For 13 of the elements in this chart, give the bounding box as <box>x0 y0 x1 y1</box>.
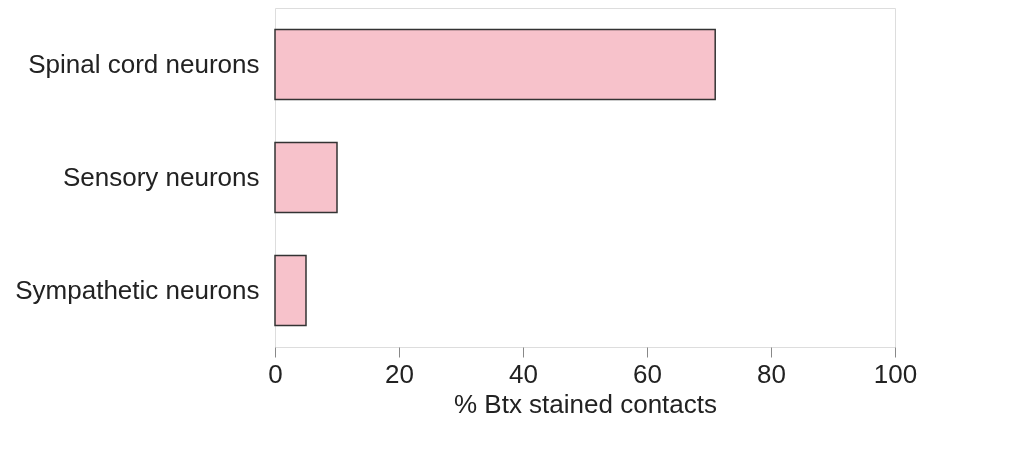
bar <box>274 254 307 327</box>
x-tick-label: 80 <box>757 358 786 389</box>
y-tick-label: Sympathetic neurons <box>15 274 260 305</box>
x-tick-label: 20 <box>385 358 414 389</box>
bar <box>274 141 338 214</box>
y-tick-label: Spinal cord neurons <box>28 48 260 79</box>
y-tick-label: Sensory neurons <box>62 161 260 192</box>
x-tick-label: 0 <box>268 358 283 389</box>
x-tick-label: 60 <box>633 358 662 389</box>
x-axis-title: % Btx stained contacts <box>453 388 718 419</box>
x-tick-label: 40 <box>509 358 538 389</box>
x-tick-label: 100 <box>873 358 918 389</box>
bar <box>274 28 716 101</box>
